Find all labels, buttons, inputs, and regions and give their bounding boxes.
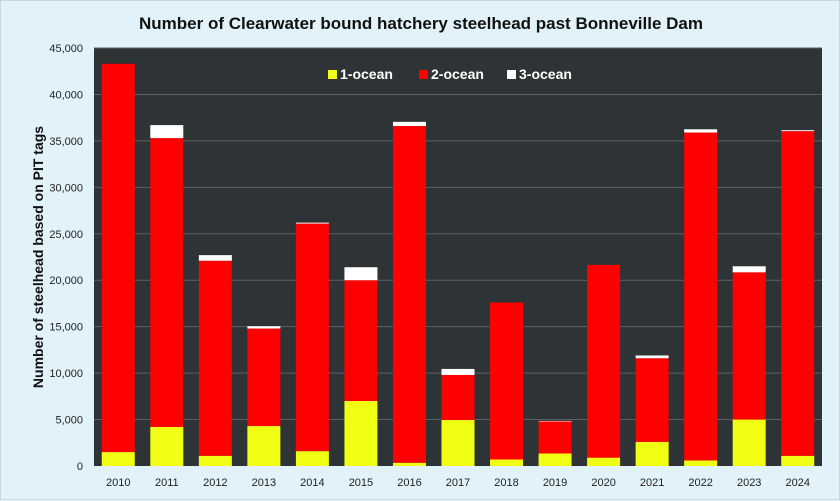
x-tick-label: 2011 (155, 477, 179, 489)
bar-3-ocean-2011 (150, 125, 184, 139)
x-tick-label: 2018 (494, 477, 518, 489)
bar-2-ocean-2017 (441, 374, 475, 421)
y-tick-label: 5,000 (55, 415, 83, 427)
y-axis-ticks: 0 5,000 10,000 15,000 20,000 25,000 30,000 35,0… (49, 43, 83, 473)
bar-1-ocean-2017 (441, 420, 475, 466)
bar-3-ocean-2012 (198, 255, 232, 261)
bar-2-ocean-2011 (150, 138, 184, 427)
bar-3-ocean-2017 (441, 368, 475, 375)
bar-1-ocean-2016 (392, 462, 426, 466)
legend: 1-ocean 2-ocean 3-ocean (328, 66, 572, 82)
y-tick-label: 10,000 (49, 368, 83, 380)
bar-2-ocean-2014 (295, 223, 329, 452)
bar-2-ocean-2020 (587, 264, 621, 458)
bar-3-ocean-2024 (781, 130, 815, 132)
bar-3-ocean-2021 (635, 355, 669, 359)
bar-3-ocean-2014 (295, 222, 329, 224)
bar-1-ocean-2023 (732, 419, 766, 466)
bar-1-ocean-2010 (101, 452, 135, 466)
bar-2-ocean-2018 (490, 302, 524, 460)
x-tick-label: 2020 (591, 477, 615, 489)
legend-swatch-1-ocean (328, 70, 337, 79)
bar-2-ocean-2019 (538, 421, 572, 454)
bar-2-ocean-2010 (101, 63, 135, 453)
bar-2-ocean-2024 (781, 131, 815, 456)
bar-3-ocean-2022 (684, 129, 718, 133)
bar-3-ocean-2019 (538, 420, 572, 422)
bars (101, 63, 815, 466)
bar-2-ocean-2016 (392, 126, 426, 463)
bar-3-ocean-2016 (392, 121, 426, 127)
bar-1-ocean-2022 (684, 460, 718, 466)
x-tick-label: 2013 (252, 477, 276, 489)
bar-1-ocean-2024 (781, 455, 815, 466)
x-axis-ticks: 2010 2011 2012 2013 2014 2015 2016 2017 2018 2019… (106, 477, 810, 489)
legend-label-1-ocean: 1-ocean (340, 66, 393, 82)
bar-2-ocean-2023 (732, 272, 766, 420)
x-tick-label: 2017 (446, 477, 470, 489)
x-tick-label: 2010 (106, 477, 130, 489)
bar-1-ocean-2020 (587, 457, 621, 466)
bar-2-ocean-2022 (684, 132, 718, 461)
x-tick-label: 2016 (397, 477, 421, 489)
legend-swatch-2-ocean (419, 70, 428, 79)
x-tick-label: 2012 (203, 477, 227, 489)
bar-2-ocean-2012 (198, 260, 232, 456)
y-axis-label: Number of steelhead based on PIT tags (30, 126, 46, 388)
bar-1-ocean-2013 (247, 426, 281, 466)
x-tick-label: 2014 (300, 477, 324, 489)
x-tick-label: 2015 (349, 477, 373, 489)
x-tick-label: 2022 (688, 477, 712, 489)
y-tick-label: 20,000 (49, 275, 83, 287)
bar-1-ocean-2012 (198, 455, 232, 466)
x-tick-label: 2019 (543, 477, 567, 489)
y-tick-label: 35,000 (49, 136, 83, 148)
x-tick-label: 2024 (785, 477, 809, 489)
bar-1-ocean-2021 (635, 441, 669, 466)
bar-3-ocean-2013 (247, 326, 281, 329)
bar-1-ocean-2014 (295, 451, 329, 466)
bar-1-ocean-2019 (538, 453, 572, 466)
bar-2-ocean-2013 (247, 328, 281, 427)
y-tick-label: 40,000 (49, 89, 83, 101)
y-tick-label: 15,000 (49, 322, 83, 334)
bar-1-ocean-2011 (150, 426, 184, 466)
y-tick-label: 45,000 (49, 43, 83, 55)
bar-3-ocean-2023 (732, 266, 766, 273)
legend-label-3-ocean: 3-ocean (519, 66, 572, 82)
x-tick-label: 2021 (640, 477, 664, 489)
chart-title: Number of Clearwater bound hatchery stee… (139, 14, 703, 33)
y-tick-label: 25,000 (49, 229, 83, 241)
y-tick-label: 0 (77, 461, 83, 473)
bar-2-ocean-2015 (344, 280, 378, 401)
bar-2-ocean-2021 (635, 358, 669, 442)
bar-3-ocean-2015 (344, 267, 378, 281)
bar-1-ocean-2018 (490, 459, 524, 466)
bar-1-ocean-2015 (344, 400, 378, 466)
y-tick-label: 30,000 (49, 182, 83, 194)
legend-label-2-ocean: 2-ocean (431, 66, 484, 82)
x-tick-label: 2023 (737, 477, 761, 489)
legend-swatch-3-ocean (507, 70, 516, 79)
